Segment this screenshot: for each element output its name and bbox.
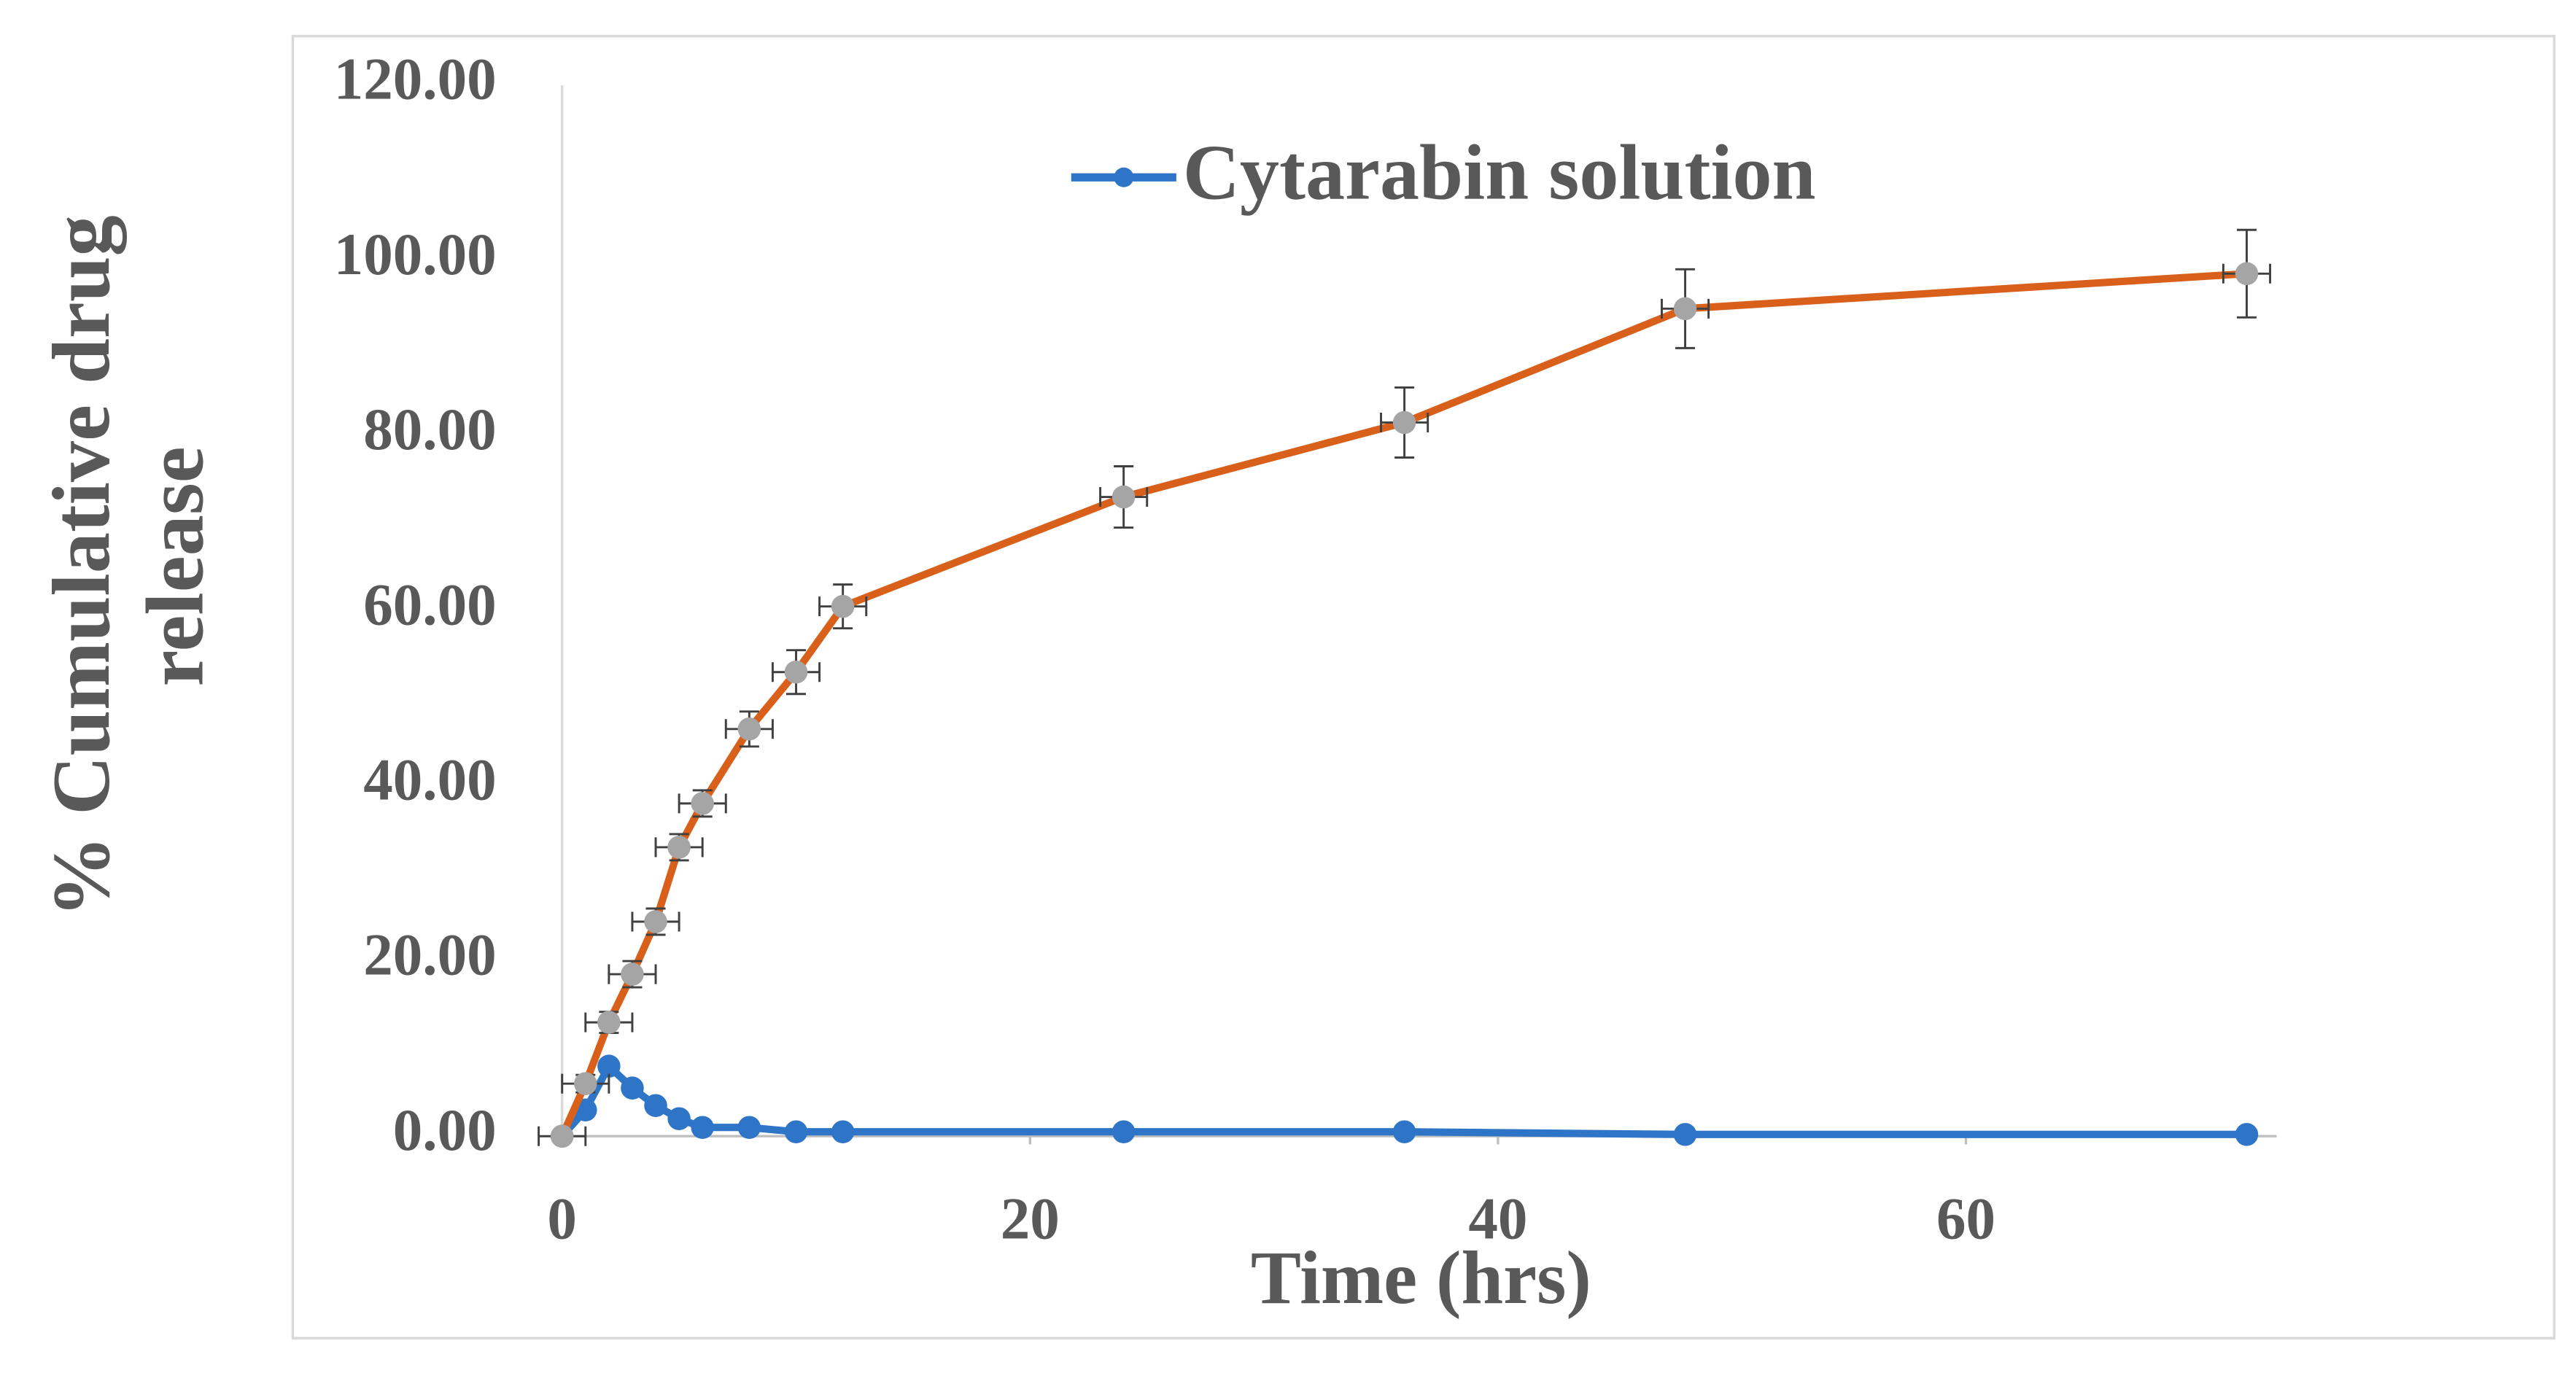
y-tick-label: 60.00: [363, 572, 496, 637]
y-tick-label: 120.00: [334, 47, 497, 112]
marker: [1392, 411, 1416, 435]
marker: [784, 1120, 808, 1144]
y-axis-title: % Cumulative drug release: [34, 215, 221, 918]
marker: [667, 1107, 691, 1130]
y-axis-title-group: % Cumulative drug release: [20, 41, 237, 1092]
x-tick-label: 40: [1468, 1186, 1527, 1251]
chart-border: [291, 34, 2556, 1339]
marker: [644, 910, 667, 933]
marker: [737, 1116, 761, 1139]
marker: [784, 660, 808, 684]
marker: [2235, 1123, 2259, 1146]
x-axis-title: Time (hrs): [1251, 1237, 1591, 1320]
x-tick-label: 20: [1001, 1186, 1060, 1251]
y-tick-label: 40.00: [363, 747, 496, 812]
legend-label: Cytarabin solution: [1183, 129, 1816, 216]
y-tick-label: 100.00: [334, 222, 497, 287]
marker: [550, 1124, 574, 1148]
y-tick-label: 20.00: [363, 922, 496, 988]
x-tick-label: 0: [547, 1186, 577, 1251]
marker: [1112, 1120, 1136, 1144]
marker: [1673, 297, 1697, 321]
marker: [831, 594, 855, 618]
y-tick-label: 80.00: [363, 397, 496, 462]
marker: [644, 1094, 667, 1117]
marker: [574, 1072, 597, 1095]
marker: [1392, 1120, 1416, 1144]
y-axis-title-box: % Cumulative drug release: [20, 41, 237, 1092]
marker: [691, 792, 714, 815]
marker: [597, 1011, 621, 1034]
x-tick-label: 60: [1936, 1186, 1995, 1251]
marker: [2235, 262, 2259, 286]
marker: [621, 962, 644, 986]
marker: [597, 1054, 621, 1078]
marker: [667, 836, 691, 859]
legend-marker: [1114, 167, 1134, 187]
marker: [737, 717, 761, 741]
marker: [621, 1076, 644, 1100]
y-tick-label: 0.00: [393, 1097, 497, 1163]
marker: [831, 1120, 855, 1144]
marker: [1673, 1123, 1697, 1146]
marker: [691, 1116, 714, 1139]
marker: [1112, 485, 1136, 509]
y-axis-title-wrap: % Cumulative drug release: [20, 41, 237, 1092]
